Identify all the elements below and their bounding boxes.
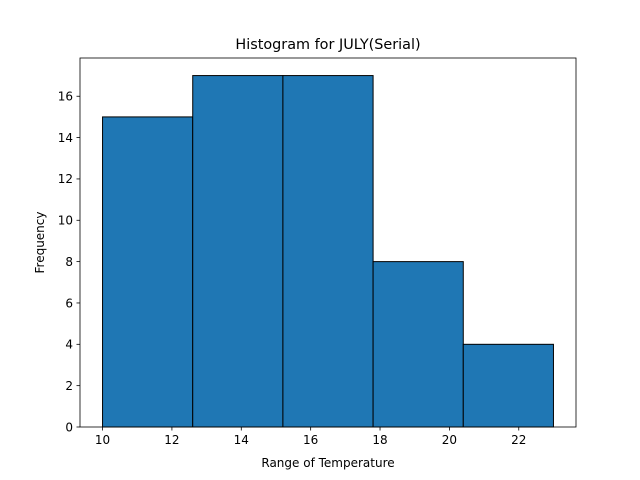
y-tick-label: 14	[58, 131, 73, 145]
histogram-bar-2	[192, 75, 284, 428]
bars-group	[102, 75, 554, 428]
histogram-bar-1	[102, 116, 194, 428]
x-tick-label: 14	[234, 433, 249, 447]
x-tick-label: 16	[303, 433, 318, 447]
y-tick-label: 10	[58, 214, 73, 228]
x-tick-label: 22	[511, 433, 526, 447]
y-tick-label: 2	[65, 379, 73, 393]
y-tick-label: 16	[58, 90, 73, 104]
x-tick-label: 20	[442, 433, 457, 447]
x-tick-label: 10	[95, 433, 110, 447]
plot-frame	[79, 57, 577, 428]
x-tick-label: 18	[372, 433, 387, 447]
y-tick-label: 4	[65, 338, 73, 352]
y-axis-ticks: 0 2 4 6 8 10 12 14 16	[58, 90, 80, 434]
y-axis-label: Frequency	[33, 212, 47, 274]
chart-title: Histogram for JULY(Serial)	[235, 37, 420, 53]
y-tick-label: 8	[65, 255, 73, 269]
y-tick-label: 6	[65, 296, 73, 310]
x-axis-label: Range of Temperature	[261, 456, 394, 470]
histogram-bar-5	[462, 343, 554, 428]
histogram-bar-3	[282, 75, 374, 428]
y-tick-label: 12	[58, 172, 73, 186]
x-axis-ticks: 10 12 14 16 18 20 22	[95, 427, 526, 447]
x-tick-label: 12	[164, 433, 179, 447]
histogram-bar-4	[372, 261, 464, 428]
y-tick-label: 0	[65, 420, 73, 434]
